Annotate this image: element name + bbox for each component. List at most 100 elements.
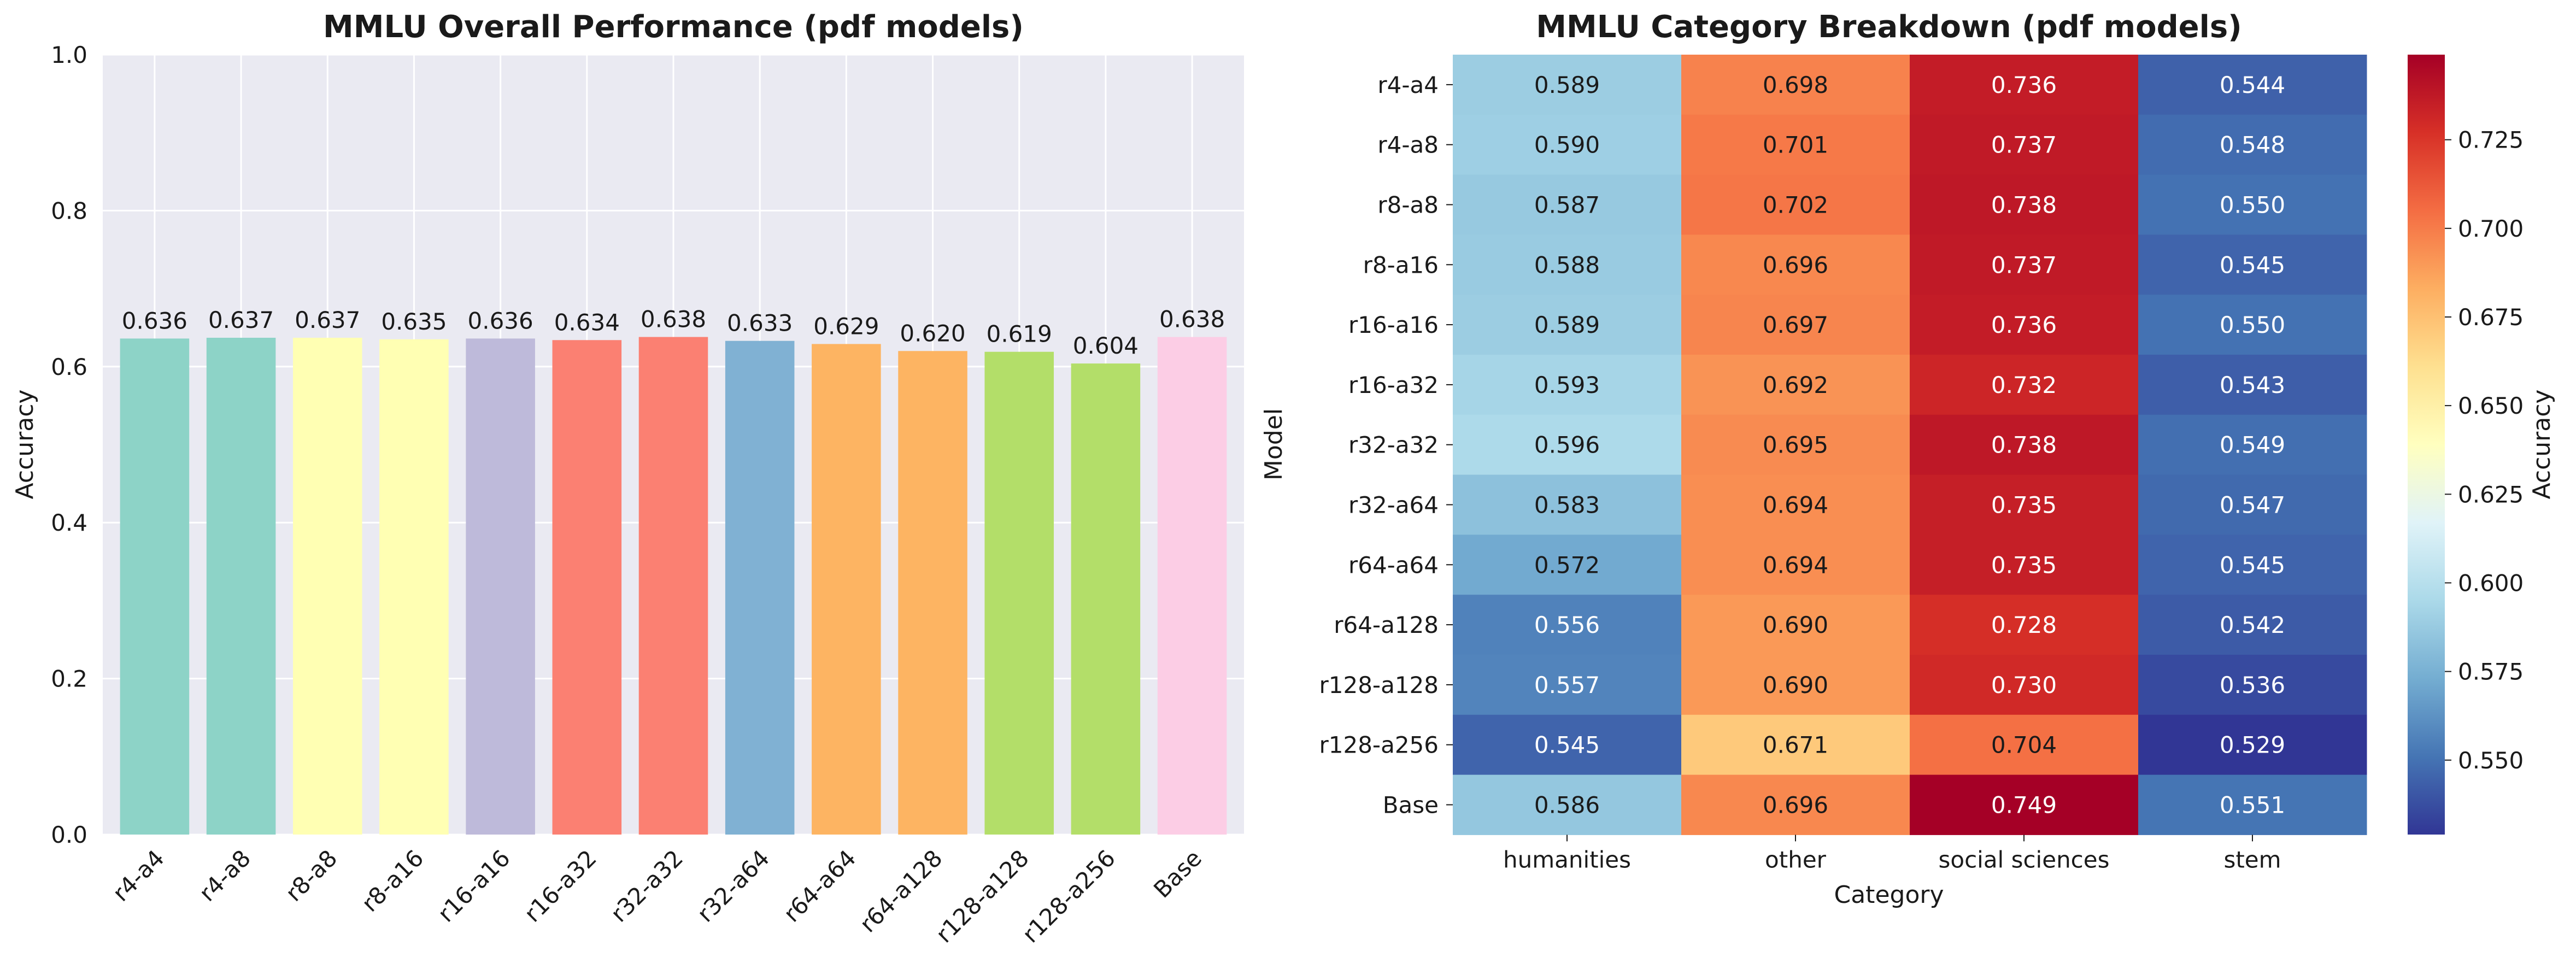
heatmap-cell-label: 0.590	[1534, 132, 1600, 158]
bar-y-tick-label: 0.8	[51, 197, 87, 224]
heatmap-cell-label: 0.735	[1991, 551, 2057, 578]
heatmap-row-label: r4-a4	[1377, 72, 1439, 98]
bar-r32-a64	[725, 340, 795, 835]
heatmap-cell-label: 0.593	[1534, 372, 1600, 398]
bar-value-label: 0.638	[1159, 306, 1225, 333]
heatmap-cell	[1681, 595, 1910, 655]
heatmap-cell	[1453, 774, 1682, 835]
heatmap-cell	[1681, 234, 1910, 295]
bar-r4-a4	[120, 338, 190, 835]
heatmap-cell	[1453, 295, 1682, 355]
heatmap-cell	[1681, 114, 1910, 175]
heatmap-cell	[2138, 114, 2367, 175]
heatmap-cell-label: 0.583	[1534, 492, 1600, 519]
heatmap-cell-label: 0.694	[1763, 492, 1828, 519]
heatmap-cell	[1681, 55, 1910, 115]
heatmap-cell-label: 0.702	[1763, 192, 1828, 219]
bar-value-label: 0.637	[295, 307, 360, 333]
heatmap-cell	[1910, 655, 2139, 715]
colorbar-tick-label: 0.675	[2458, 304, 2524, 331]
heatmap-cell-label: 0.547	[2220, 492, 2285, 519]
heatmap-cell	[1910, 535, 2139, 595]
heatmap-cell-label: 0.690	[1763, 672, 1828, 698]
heatmap-y-axis-label: Model	[1260, 408, 1288, 480]
bar-x-tick-label: r64-a64	[778, 844, 861, 927]
heatmap-cell	[1453, 474, 1682, 535]
heatmap-cell-label: 0.572	[1534, 551, 1600, 578]
bar-x-tick-label: r64-a128	[854, 844, 947, 937]
bar-y-tick-label: 0.4	[51, 509, 87, 536]
heatmap-column-label: stem	[2223, 846, 2281, 873]
heatmap-cell-label: 0.738	[1991, 192, 2057, 219]
heatmap-cell	[1910, 714, 2139, 776]
bar-Base	[1157, 337, 1227, 835]
heatmap-cell	[2138, 234, 2367, 295]
bar-r64-a128	[898, 351, 967, 835]
heatmap-row-label: r4-a8	[1377, 132, 1439, 158]
heatmap-cell	[1453, 595, 1682, 655]
heatmap-cell-label: 0.589	[1534, 312, 1600, 338]
colorbar-ticks: 0.550 0.575 0.600 0.625 0.650 0.675 0.700 0.725	[2445, 127, 2524, 774]
heatmap-cell-label: 0.542	[2220, 612, 2285, 638]
bar-x-tick-label: r4-a4	[107, 844, 169, 907]
heatmap-cell	[1910, 234, 2139, 295]
bar-value-label: 0.635	[381, 308, 447, 335]
colorbar-tick-label: 0.625	[2458, 481, 2524, 508]
heatmap-cell	[1681, 295, 1910, 355]
heatmap-cell-label: 0.545	[2220, 251, 2285, 278]
bar-value-label: 0.633	[727, 310, 793, 337]
bar-value-label: 0.634	[554, 309, 620, 336]
heatmap-cell	[1681, 714, 1910, 776]
heatmap-cell	[1910, 114, 2139, 175]
heatmap-cell-label: 0.735	[1991, 492, 2057, 519]
heatmap-cell	[2138, 474, 2367, 535]
heatmap-row-label: Base	[1383, 792, 1439, 819]
heatmap-cell-label: 0.557	[1534, 672, 1600, 698]
bar-y-axis-label: Accuracy	[11, 390, 39, 500]
heatmap-cell	[1681, 174, 1910, 235]
heatmap-cell	[1681, 355, 1910, 415]
colorbar-gradient	[2408, 55, 2445, 835]
heatmap-cell	[2138, 774, 2367, 835]
bar-chart: MMLU Overall Performance (pdf models) 0.…	[11, 9, 1244, 948]
heatmap-cell	[1681, 414, 1910, 475]
heatmap-column-label: other	[1765, 846, 1827, 873]
heatmap-cell	[2138, 174, 2367, 235]
bar-r8-a16	[379, 339, 449, 835]
bar-value-label: 0.604	[1073, 332, 1139, 359]
heatmap-cell-label: 0.588	[1534, 251, 1600, 278]
heatmap-row-label: r16-a32	[1348, 372, 1439, 398]
heatmap-cell	[1453, 714, 1682, 776]
heatmap-cell	[1681, 655, 1910, 715]
heatmap-row-label: r8-a16	[1363, 251, 1439, 278]
heatmap-cell	[2138, 355, 2367, 415]
heatmap-cell-label: 0.696	[1763, 792, 1828, 819]
heatmap-x-axis-label: Category	[1834, 881, 1944, 909]
heatmap-row-labels: r4-a4 r4-a8 r8-a8 r8-a16 r16-a16 r16-a32 r32-a…	[1319, 72, 1453, 819]
bar-value-label: 0.619	[987, 321, 1052, 348]
heatmap-cell	[2138, 655, 2367, 715]
bar-x-tick-label: r16-a32	[519, 844, 602, 927]
heatmap-cell	[2138, 595, 2367, 655]
heatmap-cell-label: 0.545	[1534, 732, 1600, 759]
heatmap-cell-label: 0.586	[1534, 792, 1600, 819]
bar-x-tick-label: r32-a32	[606, 844, 688, 927]
colorbar-tick-label: 0.575	[2458, 659, 2524, 685]
heatmap-cell-label: 0.694	[1763, 551, 1828, 578]
heatmap-cell	[1453, 355, 1682, 415]
bar-x-tick-label: Base	[1148, 844, 1207, 903]
heatmap-row-label: r64-a128	[1334, 612, 1439, 638]
heatmap-cell-label: 0.692	[1763, 372, 1828, 398]
bar-value-label: 0.636	[122, 307, 187, 334]
bar-y-tick-label: 0.2	[51, 666, 87, 692]
heatmap-cell-label: 0.736	[1991, 72, 2057, 98]
heatmap-cell-label: 0.737	[1991, 251, 2057, 278]
heatmap-cell-label: 0.738	[1991, 432, 2057, 459]
heatmap-cell-label: 0.536	[2220, 672, 2285, 698]
heatmap-cell	[1910, 774, 2139, 835]
heatmap-row-label: r64-a64	[1348, 551, 1439, 578]
bar-r128-a256	[1071, 363, 1141, 835]
bar-r16-a16	[466, 338, 535, 835]
heatmap-cell-label: 0.736	[1991, 312, 2057, 338]
